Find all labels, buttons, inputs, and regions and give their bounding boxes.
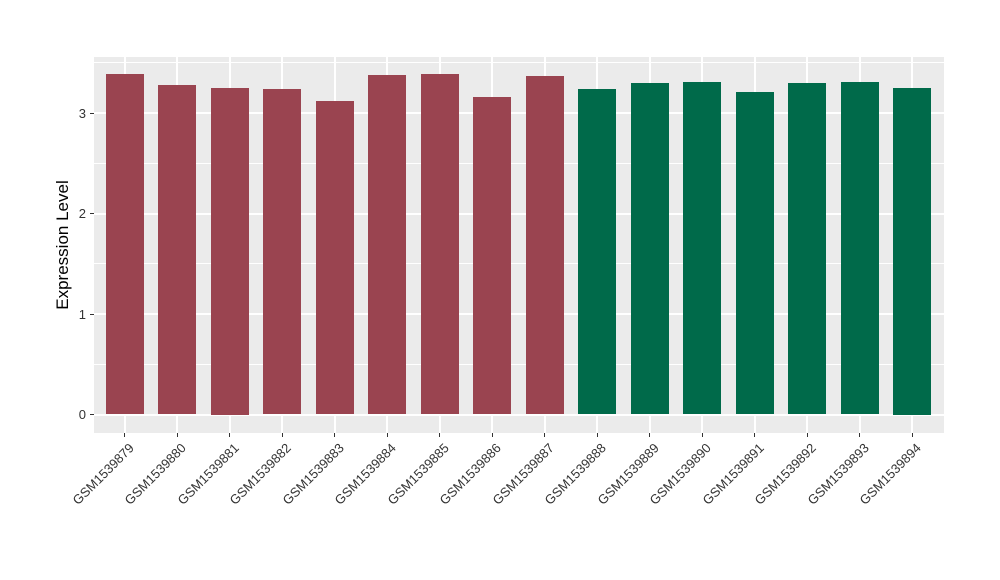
bar-GSM1539889 — [630, 82, 669, 415]
plot-panel — [94, 57, 944, 433]
x-tick-mark-GSM1539892 — [806, 433, 808, 437]
x-tick-label-GSM1539884: GSM1539884 — [331, 440, 400, 508]
y-tick-label-2: 2 — [78, 206, 86, 221]
bar-GSM1539882 — [263, 88, 302, 415]
bar-GSM1539887 — [525, 75, 564, 415]
x-tick-mark-GSM1539881 — [229, 433, 231, 437]
y-tick-label-3: 3 — [78, 105, 86, 121]
y-tick-label-1: 1 — [78, 306, 86, 322]
bar-GSM1539890 — [683, 81, 722, 415]
gridline-minor-y-0.5 — [94, 363, 944, 365]
y-tick-mark-2 — [90, 213, 94, 214]
x-tick-mark-GSM1539887 — [544, 433, 546, 437]
gridline-major-y-1 — [94, 313, 944, 315]
x-tick-label-GSM1539887: GSM1539887 — [489, 440, 557, 508]
y-tick-mark-0 — [90, 414, 94, 415]
x-tick-label-GSM1539881: GSM1539881 — [174, 440, 242, 508]
x-tick-mark-GSM1539894 — [911, 433, 913, 437]
y-axis-title: Expression Level — [53, 180, 72, 310]
bar-GSM1539881 — [210, 87, 249, 415]
x-tick-label-GSM1539889: GSM1539889 — [594, 440, 662, 508]
bar-GSM1539894 — [893, 87, 932, 415]
gridline-minor-y-3.5 — [94, 62, 944, 64]
x-tick-mark-GSM1539893 — [859, 433, 861, 437]
x-tick-mark-GSM1539879 — [124, 433, 125, 437]
bar-GSM1539891 — [735, 91, 774, 415]
gridline-major-y-3 — [94, 112, 944, 114]
x-tick-mark-GSM1539884 — [386, 433, 388, 437]
bar-GSM1539885 — [420, 73, 459, 415]
x-tick-label-GSM1539882: GSM1539882 — [226, 440, 294, 508]
x-tick-mark-GSM1539886 — [491, 433, 493, 437]
gridline-major-y-2 — [94, 212, 944, 215]
bar-GSM1539892 — [788, 82, 827, 415]
x-tick-mark-GSM1539890 — [701, 433, 703, 437]
x-tick-mark-GSM1539888 — [596, 433, 598, 437]
bar-GSM1539879 — [105, 73, 144, 415]
bar-GSM1539883 — [315, 100, 354, 415]
bar-GSM1539884 — [368, 74, 407, 415]
bar-GSM1539880 — [158, 84, 197, 415]
x-tick-label-GSM1539890: GSM1539890 — [646, 440, 715, 508]
y-tick-label-0: 0 — [78, 407, 86, 422]
x-tick-label-GSM1539894: GSM1539894 — [856, 440, 925, 508]
bar-GSM1539893 — [840, 81, 879, 415]
x-tick-label-GSM1539886: GSM1539886 — [436, 440, 505, 508]
x-tick-mark-GSM1539891 — [754, 433, 756, 437]
y-tick-mark-1 — [90, 313, 94, 315]
x-tick-label-GSM1539879: GSM1539879 — [69, 440, 137, 508]
x-tick-label-GSM1539892: GSM1539892 — [751, 440, 820, 508]
x-tick-label-GSM1539880: GSM1539880 — [121, 440, 189, 508]
x-tick-label-GSM1539891: GSM1539891 — [699, 440, 767, 508]
x-tick-mark-GSM1539882 — [281, 433, 283, 437]
gridline-major-y-0 — [94, 413, 944, 416]
gridline-minor-y-1.5 — [94, 263, 944, 265]
x-tick-label-GSM1539893: GSM1539893 — [804, 440, 872, 508]
x-tick-label-GSM1539885: GSM1539885 — [384, 440, 452, 508]
gridline-minor-y-2.5 — [94, 162, 944, 164]
x-tick-mark-GSM1539889 — [649, 433, 651, 437]
x-tick-mark-GSM1539885 — [439, 433, 441, 437]
x-tick-label-GSM1539883: GSM1539883 — [279, 440, 347, 508]
x-tick-mark-GSM1539883 — [334, 433, 336, 437]
x-tick-label-GSM1539888: GSM1539888 — [541, 440, 610, 508]
bar-GSM1539886 — [473, 96, 512, 415]
bar-GSM1539888 — [578, 88, 617, 415]
y-tick-mark-3 — [90, 112, 94, 114]
x-tick-mark-GSM1539880 — [176, 433, 178, 437]
